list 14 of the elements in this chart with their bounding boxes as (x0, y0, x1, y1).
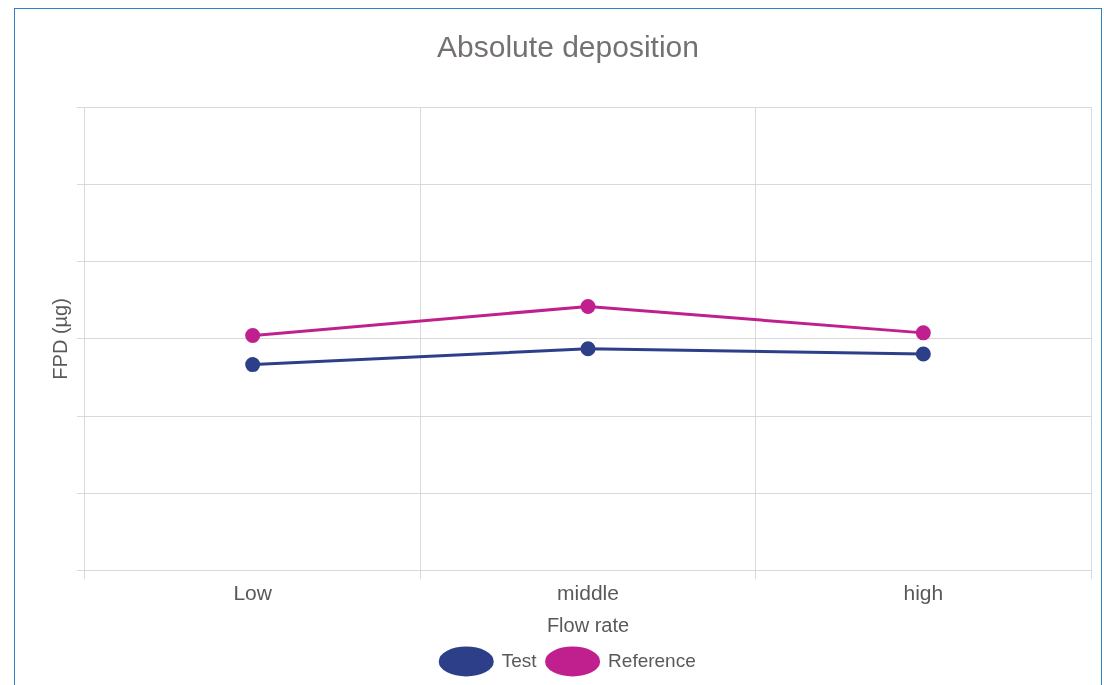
point (245, 357, 261, 373)
y-axis-title: FPD (µg) (48, 298, 71, 380)
legend-label: Reference (608, 649, 696, 671)
point (915, 325, 931, 341)
point (245, 328, 261, 344)
x-tick-label: middle (557, 581, 619, 605)
point (580, 298, 596, 314)
x-axis-title: Flow rate (546, 613, 630, 636)
legend-label: Test (501, 649, 538, 671)
point (580, 341, 596, 357)
x-tick-label: high (903, 581, 944, 605)
chart-title: Absolute deposition (437, 30, 699, 64)
x-tick-label: Low (233, 581, 273, 605)
point (915, 346, 931, 362)
